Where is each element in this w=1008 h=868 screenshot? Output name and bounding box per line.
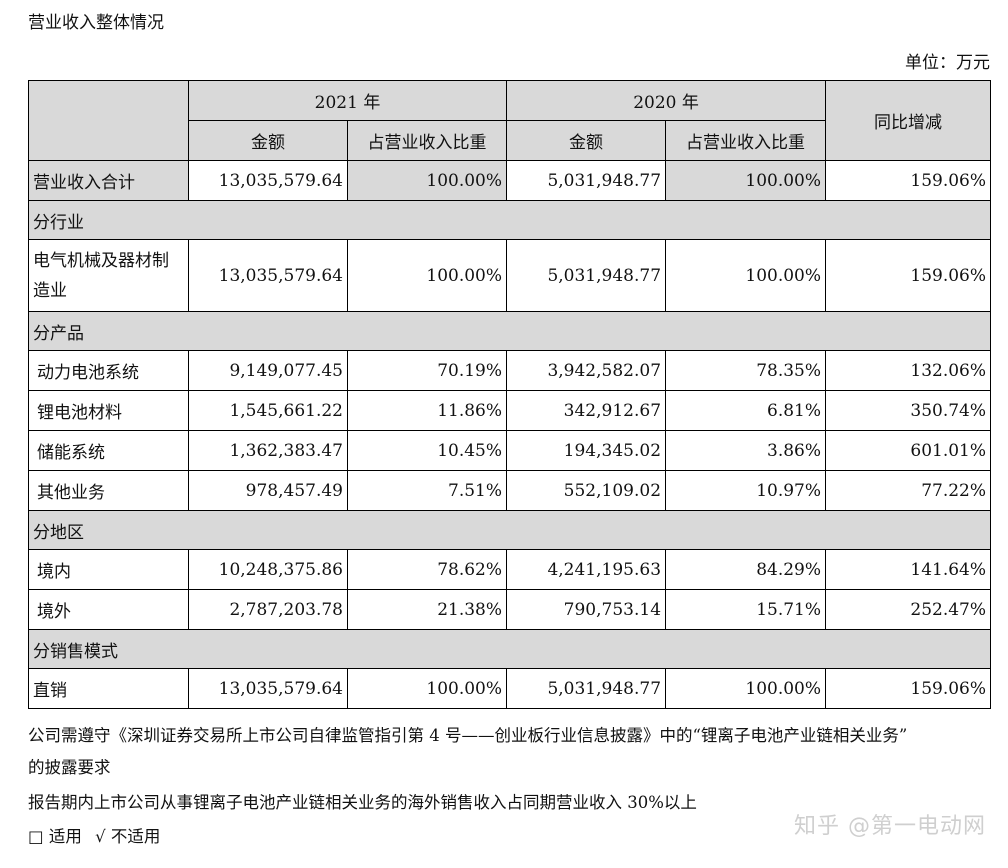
amount-2020: 342,912.67: [506, 390, 667, 431]
ratio-2021: 70.19%: [346, 350, 508, 391]
ratio-2020: 100.00%: [665, 668, 827, 709]
header-ratio-2020: 占营业收入比重: [665, 120, 827, 161]
row-label: 动力电池系统: [28, 350, 189, 391]
ratio-2020: 100.00%: [665, 160, 827, 201]
applicability-options: □ 适用 √ 不适用: [28, 823, 160, 847]
yoy-change: 159.06%: [825, 160, 992, 201]
yoy-change: 159.06%: [825, 239, 992, 312]
ratio-2021: 100.00%: [346, 239, 508, 312]
row-label: 其他业务: [28, 470, 189, 511]
ratio-2020: 100.00%: [665, 239, 827, 312]
amount-2021: 13,035,579.64: [188, 160, 348, 201]
header-amount-2021: 金额: [188, 120, 348, 161]
amount-2020: 3,942,582.07: [506, 350, 667, 391]
yoy-change: 601.01%: [825, 430, 992, 471]
table-row: 动力电池系统 9,149,077.45 70.19% 3,942,582.07 …: [28, 350, 992, 391]
amount-2021: 9,149,077.45: [188, 350, 348, 391]
ratio-2020: 6.81%: [665, 390, 827, 431]
yoy-change: 141.64%: [825, 549, 992, 590]
ratio-2020: 15.71%: [665, 589, 827, 630]
ratio-2021: 10.45%: [346, 430, 508, 471]
amount-2020: 194,345.02: [506, 430, 667, 471]
ratio-2020: 10.97%: [665, 470, 827, 511]
section-label: 分销售模式: [27, 629, 992, 669]
ratio-2021: 100.00%: [346, 668, 508, 709]
row-label: 境外: [28, 589, 189, 630]
table-row: 直销 13,035,579.64 100.00% 5,031,948.77 10…: [28, 668, 992, 709]
amount-2020: 5,031,948.77: [506, 160, 667, 201]
yoy-change: 252.47%: [825, 589, 992, 630]
amount-2021: 1,545,661.22: [188, 390, 348, 431]
amount-2021: 1,362,383.47: [188, 430, 348, 471]
ratio-2020: 84.29%: [665, 549, 827, 590]
ratio-2020: 78.35%: [665, 350, 827, 391]
checkbox-not-applicable[interactable]: √ 不适用: [95, 827, 161, 846]
row-label: 境内: [28, 549, 189, 590]
ratio-2021: 11.86%: [346, 390, 508, 431]
disclosure-note-line2: 的披露要求: [28, 758, 111, 777]
amount-2020: 5,031,948.77: [506, 668, 667, 709]
header-year-2021: 2021 年: [187, 80, 508, 121]
amount-2020: 790,753.14: [506, 589, 667, 630]
yoy-change: 350.74%: [825, 390, 992, 431]
revenue-table: 2021 年 2020 年 同比增减 金额 占营业收入比重 金额 占营业收入比重…: [27, 80, 992, 709]
section-row: 分地区: [27, 510, 992, 550]
amount-2021: 10,248,375.86: [188, 549, 348, 590]
header-yoy: 同比增减: [825, 80, 992, 161]
table-row: 锂电池材料 1,545,661.22 11.86% 342,912.67 6.8…: [28, 390, 992, 431]
section-label: 分产品: [27, 311, 992, 351]
ratio-2020: 3.86%: [665, 430, 827, 471]
section-row: 分销售模式: [27, 629, 992, 669]
header-ratio-2021: 占营业收入比重: [346, 120, 508, 161]
header-amount-2020: 金额: [506, 120, 667, 161]
amount-2021: 978,457.49: [188, 470, 348, 511]
checkbox-applicable[interactable]: □ 适用: [28, 827, 82, 846]
row-label: 营业收入合计: [28, 160, 189, 201]
amount-2020: 552,109.02: [506, 470, 667, 511]
amount-2020: 4,241,195.63: [506, 549, 667, 590]
amount-2020: 5,031,948.77: [506, 239, 667, 312]
table-row: 境内 10,248,375.86 78.62% 4,241,195.63 84.…: [28, 549, 992, 590]
section-row: 分行业: [27, 200, 992, 240]
table-row: 其他业务 978,457.49 7.51% 552,109.02 10.97% …: [28, 470, 992, 511]
table-row: 境外 2,787,203.78 21.38% 790,753.14 15.71%…: [28, 589, 992, 630]
amount-2021: 2,787,203.78: [188, 589, 348, 630]
ratio-2021: 7.51%: [346, 470, 508, 511]
amount-2021: 13,035,579.64: [188, 668, 348, 709]
table-row-total: 营业收入合计 13,035,579.64 100.00% 5,031,948.7…: [28, 160, 992, 201]
table-row: 电气机械及器材制造业 13,035,579.64 100.00% 5,031,9…: [28, 239, 992, 312]
overseas-sales-note: 报告期内上市公司从事锂离子电池产业链相关业务的海外销售收入占同期营业收入 30%…: [28, 793, 697, 812]
yoy-change: 159.06%: [825, 668, 992, 709]
section-label: 分地区: [27, 510, 992, 550]
ratio-2021: 78.62%: [346, 549, 508, 590]
disclosure-note-line1: 公司需遵守《深圳证券交易所上市公司自律监管指引第 4 号——创业板行业信息披露》…: [28, 726, 908, 745]
ratio-2021: 21.38%: [346, 589, 508, 630]
yoy-change: 132.06%: [825, 350, 992, 391]
section-row: 分产品: [27, 311, 992, 351]
row-label: 电气机械及器材制造业: [28, 239, 189, 312]
amount-2021: 13,035,579.64: [188, 239, 348, 312]
row-label: 直销: [28, 668, 189, 709]
section-title: 营业收入整体情况: [28, 13, 164, 33]
row-label: 锂电池材料: [28, 390, 189, 431]
yoy-change: 77.22%: [825, 470, 992, 511]
header-year-2020: 2020 年: [506, 80, 827, 121]
header-blank-cell: [28, 80, 189, 161]
watermark: 知乎 @第一电动网: [794, 814, 986, 839]
section-label: 分行业: [27, 200, 992, 240]
unit-label: 单位：万元: [905, 53, 990, 73]
table-row: 储能系统 1,362,383.47 10.45% 194,345.02 3.86…: [28, 430, 992, 471]
ratio-2021: 100.00%: [346, 160, 508, 201]
row-label: 储能系统: [28, 430, 189, 471]
